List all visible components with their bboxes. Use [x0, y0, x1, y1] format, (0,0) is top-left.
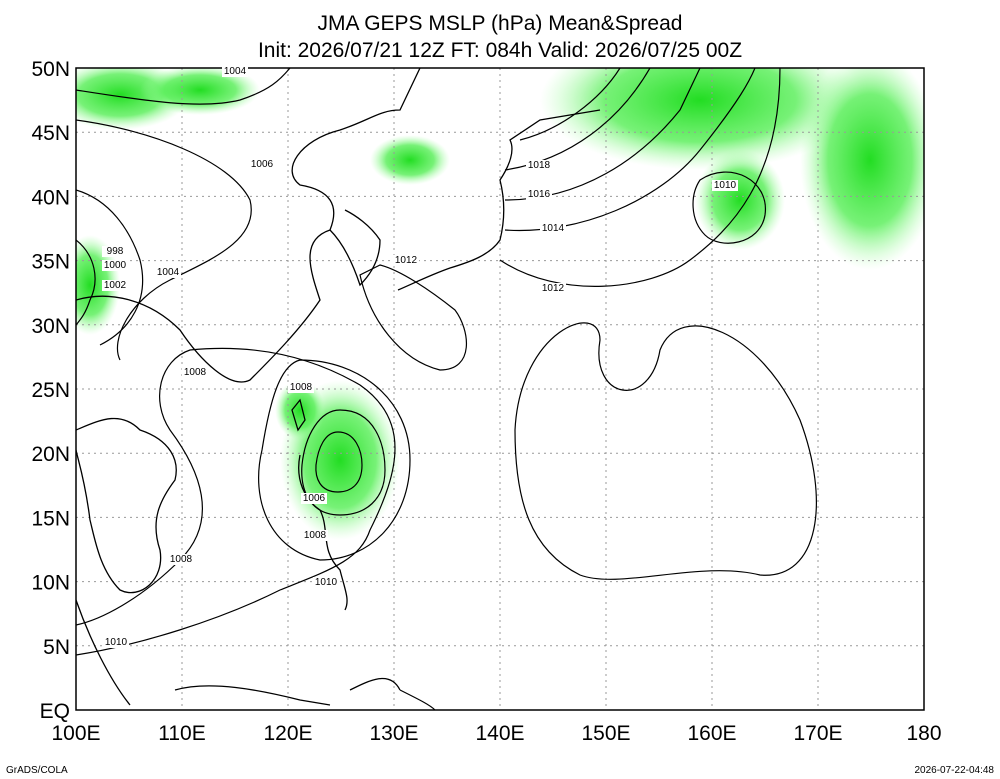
contour-label: 1016	[528, 189, 551, 200]
lat-label: 10N	[31, 572, 70, 595]
contour-label-bg	[103, 637, 129, 648]
lon-label: 100E	[51, 722, 100, 745]
footer-right: 2026-07-22-04:48	[914, 765, 994, 776]
lon-label: 170E	[793, 722, 842, 745]
title: JMA GEPS MSLP (hPa) Mean&Spread	[318, 12, 683, 35]
contour-label-bg	[155, 267, 181, 278]
contour-label: 1002	[104, 280, 127, 291]
lat-label: 35N	[31, 251, 70, 274]
contour-label-bg	[526, 160, 552, 171]
contour-label: 1018	[528, 160, 551, 171]
spread-shading	[76, 68, 924, 540]
graticule	[76, 68, 924, 710]
contour-label: 998	[107, 246, 124, 257]
lon-label: 150E	[581, 722, 630, 745]
lon-label: 160E	[687, 722, 736, 745]
contour-label-bg	[540, 223, 566, 234]
lat-label: 30N	[31, 315, 70, 338]
contour-label-bg	[102, 280, 128, 291]
contour-label: 1012	[395, 255, 418, 266]
contour-label: 1008	[184, 367, 207, 378]
coastlines	[76, 68, 601, 706]
map-frame	[75, 67, 925, 711]
contour-label-bg	[249, 159, 275, 170]
contour-label: 1010	[105, 637, 128, 648]
contour-label-bg	[222, 66, 248, 77]
footer-left: GrADS/COLA	[6, 765, 68, 776]
contour-label: 1000	[104, 260, 127, 271]
lat-label: 5N	[43, 636, 70, 659]
contour-label: 1008	[290, 382, 313, 393]
lon-label: 130E	[369, 722, 418, 745]
contour-label: 1014	[542, 223, 565, 234]
lat-label: 50N	[31, 58, 70, 81]
contour-label-bg	[712, 180, 738, 191]
isobars	[76, 68, 817, 710]
lat-label: 25N	[31, 379, 70, 402]
lon-label: 140E	[475, 722, 524, 745]
lat-label: 20N	[31, 443, 70, 466]
contour-label-bg	[313, 577, 339, 588]
contour-label-bg	[182, 367, 208, 378]
contour-label-bg	[288, 382, 314, 393]
contour-label-bg	[301, 493, 327, 504]
contour-label: 1008	[304, 530, 327, 541]
lat-label: 40N	[31, 186, 70, 209]
contour-label-bg	[526, 189, 552, 200]
contour-label: 1006	[251, 159, 274, 170]
contour-label: 1004	[224, 66, 247, 77]
lon-label: 180	[906, 722, 941, 745]
lat-label: 45N	[31, 122, 70, 145]
contour-label-bg	[393, 255, 419, 266]
lon-label: 110E	[158, 722, 206, 745]
subtitle: Init: 2026/07/21 12Z FT: 084h Valid: 202…	[258, 39, 742, 62]
contour-label: 1008	[170, 554, 193, 565]
contour-label: 1004	[157, 267, 180, 278]
contour-label-bg	[302, 530, 328, 541]
contour-label: 1006	[303, 493, 326, 504]
contour-label-bg	[102, 260, 128, 271]
lat-label: 15N	[31, 507, 70, 530]
contour-label-bg	[102, 246, 128, 257]
contour-label-bg	[168, 554, 194, 565]
lat-label: EQ	[40, 700, 70, 723]
contour-label: 1012	[542, 283, 565, 294]
lon-label: 120E	[263, 722, 312, 745]
contour-label: 1010	[714, 180, 737, 191]
contour-label-bg	[540, 283, 566, 294]
contour-label: 1010	[315, 577, 338, 588]
